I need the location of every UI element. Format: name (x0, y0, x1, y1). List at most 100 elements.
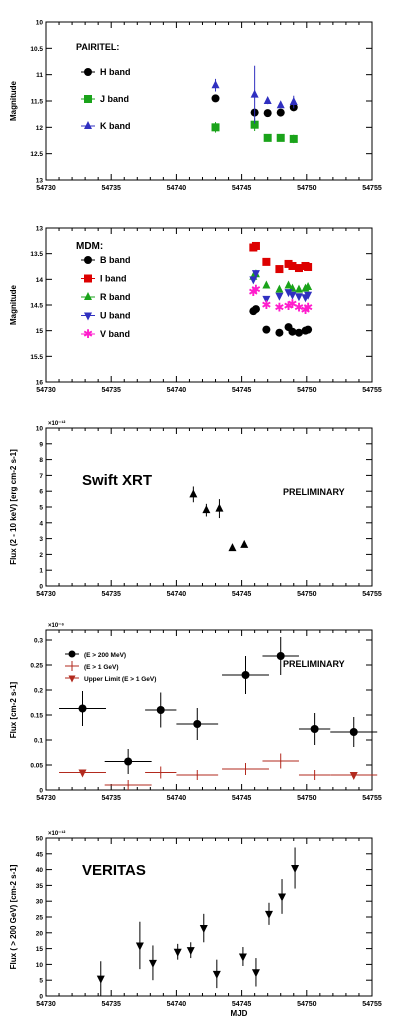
y-tick-label: 10 (36, 962, 44, 969)
y-tick-label: 13.5 (30, 251, 43, 258)
data-point (249, 276, 258, 285)
data-point (251, 305, 260, 314)
y-tick-label: 16 (36, 380, 44, 387)
chart-panel-2: 54730 54735 54740 54745 54750 54755 13 13.5 14 14… (9, 226, 382, 395)
data-point (276, 652, 285, 660)
y-tick-label: 11.5 (31, 99, 44, 106)
y-tick-label: 0.3 (34, 638, 43, 645)
legend-label: K band (100, 121, 131, 131)
data-point (310, 725, 319, 733)
data-point (284, 280, 293, 289)
plot-frame (45, 427, 373, 587)
data-point (156, 706, 165, 714)
data-point (294, 264, 303, 273)
data-point (211, 94, 220, 103)
x-tick-label: 54745 (232, 387, 252, 394)
data-point (275, 292, 284, 301)
series-2 (104, 753, 331, 790)
x-tick-label: 54740 (167, 185, 187, 192)
data-point (349, 772, 358, 780)
y-axis-label: Flux [cm-2 s-1] (9, 681, 18, 738)
x-tick-label: 54750 (297, 795, 317, 802)
chart-panel-3: 54730 54735 54740 54745 54750 54755 0 1 2 3 4 5 6 7 8 9… (9, 420, 382, 598)
legend-marker (84, 292, 92, 300)
x-tick-label: 54755 (362, 591, 382, 598)
data-point (251, 969, 260, 978)
series-3 (59, 769, 378, 780)
series-4 (249, 270, 313, 304)
data-point (262, 257, 271, 266)
data-point (279, 760, 282, 762)
legend-marker (84, 274, 92, 283)
data-point (241, 671, 250, 679)
data-point (244, 768, 247, 770)
y-tick-label: 0.2 (34, 688, 43, 695)
y-tick-label: 14 (36, 277, 44, 284)
legend-marker (84, 95, 92, 103)
data-point (304, 291, 313, 300)
data-point (263, 133, 272, 142)
data-point (250, 120, 259, 129)
series-1 (59, 637, 378, 774)
y-axis-multiplier: ×10⁻¹² (48, 420, 65, 427)
y-tick-label: 11 (36, 72, 43, 79)
legend-marker (84, 256, 92, 264)
data-point: ✱ (284, 299, 294, 313)
y-tick-label: 0.25 (30, 663, 43, 670)
data-point (264, 910, 273, 919)
x-tick-label: 54735 (101, 795, 121, 802)
y-tick-label: 0 (39, 994, 43, 1001)
y-tick-label: 8 (39, 457, 43, 464)
data-point (289, 97, 298, 106)
x-tick-label: 54755 (362, 1001, 382, 1008)
data-point (78, 769, 87, 778)
y-axis-label: Magnitude (9, 80, 18, 121)
data-point (263, 109, 272, 118)
x-tick-label: 54740 (167, 591, 187, 598)
data-point (313, 774, 316, 776)
data-point: ✱ (274, 301, 284, 315)
y-tick-label: 7 (39, 473, 43, 480)
legend-label: U band (100, 311, 131, 321)
x-tick-label: 54755 (362, 185, 382, 192)
y-tick-label: 10 (36, 426, 44, 433)
data-point: ✱ (294, 301, 304, 315)
x-tick-label: 54745 (232, 1001, 252, 1008)
y-tick-label: 40 (36, 867, 44, 874)
data-point (135, 942, 144, 951)
x-tick-label: 54730 (36, 387, 56, 394)
data-point (186, 947, 195, 956)
series-1 (249, 305, 313, 337)
data-point (199, 925, 208, 934)
data-point (173, 948, 182, 957)
data-point (189, 489, 198, 498)
legend-marker (68, 650, 76, 658)
data-point (291, 865, 300, 874)
y-tick-label: 12.5 (30, 151, 43, 158)
y-tick-label: 0.05 (30, 763, 43, 770)
legend-marker: ✱ (83, 327, 93, 341)
data-point (304, 263, 313, 272)
x-tick-label: 54755 (362, 795, 382, 802)
data-point: ✱ (251, 283, 261, 297)
series-1 (96, 847, 300, 996)
preliminary-annotation: PRELIMINARY (283, 659, 345, 669)
data-point (196, 774, 199, 776)
y-axis-label: Flux ( > 200 GeV) [cm-2 s-1] (9, 864, 18, 969)
y-tick-label: 25 (36, 915, 44, 922)
panel-title: PAIRITEL: (76, 42, 119, 52)
data-point (238, 953, 247, 962)
data-point (215, 503, 224, 512)
x-axis-label: MJD (231, 1009, 248, 1018)
series-5: ✱✱✱ ✱ ✱✱✱✱✱ (248, 283, 313, 318)
data-point (263, 96, 272, 104)
data-point: ✱ (261, 298, 271, 312)
data-point (275, 328, 284, 337)
y-tick-label: 9 (39, 441, 43, 448)
legend-label: Upper Limit (E > 1 GeV) (84, 676, 156, 683)
x-tick-label: 54745 (232, 185, 252, 192)
data-point (251, 270, 260, 279)
panel-title: MDM: (76, 241, 103, 252)
data-point: ✱ (287, 297, 297, 311)
